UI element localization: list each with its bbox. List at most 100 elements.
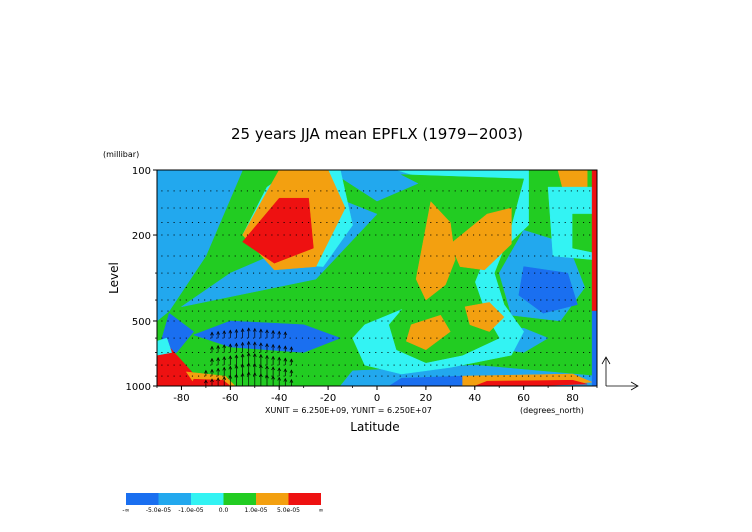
y-tick-label: 200 [132,231,151,242]
contour-region-29 [157,337,172,356]
grid-dot [576,287,578,288]
grid-dot [198,320,200,322]
grid-dot [295,310,297,312]
grid-dot [246,375,248,377]
grid-dot [253,234,255,236]
grid-dot [418,255,420,257]
grid-dot [338,352,340,353]
grid-dot [564,272,566,274]
grid-dot [491,337,493,339]
grid-dot [338,207,340,209]
grid-dot [479,299,481,301]
grid-dot [491,299,493,301]
grid-dot [583,222,585,223]
grid-dot [283,234,285,236]
grid-dot [411,190,413,192]
grid-dot [265,234,267,236]
grid-dot [277,375,279,377]
flux-arrow-head [252,341,257,346]
grid-dot [216,299,218,301]
grid-dot [320,320,322,322]
grid-dot [583,364,585,366]
grid-dot [332,320,334,322]
y-tick-label: 100 [132,166,151,177]
grid-dot [393,190,395,192]
grid-dot [265,287,267,288]
grid-dot [485,352,487,353]
grid-dot [320,310,322,312]
grid-dot [509,272,511,274]
flux-arrow-head [222,356,227,361]
colorbar-swatch [126,493,159,505]
grid-dot [473,364,475,366]
grid-dot [191,207,193,209]
grid-dot [552,222,554,223]
grid-dot [405,190,407,192]
grid-dot [491,375,493,377]
flux-arrow-head [283,345,288,350]
grid-dot [161,364,163,366]
grid-dot [424,352,426,353]
grid-dot [283,222,285,223]
grid-dot [509,234,511,236]
grid-dot [301,310,303,312]
grid-dot [558,190,560,192]
grid-dot [301,255,303,257]
grid-dot [246,310,248,312]
grid-dot [295,234,297,236]
grid-dot [344,352,346,353]
grid-dot [515,255,517,257]
grid-dot [534,310,536,312]
grid-dot [411,364,413,366]
grid-dot [436,352,438,353]
grid-dot [167,207,169,209]
grid-dot [326,310,328,312]
grid-dot [198,190,200,192]
grid-dot [381,310,383,312]
flux-arrow-head [289,369,294,374]
grid-dot [552,310,554,312]
grid-dot [271,222,273,223]
grid-dot [191,337,193,339]
grid-dot [497,310,499,312]
grid-dot [289,234,291,236]
contour-region-1 [157,170,243,322]
grid-dot [204,375,206,377]
grid-dot [167,234,169,236]
grid-dot [411,375,413,377]
grid-dot [363,207,365,209]
grid-dot [375,272,377,274]
grid-dot [411,352,413,353]
grid-dot [216,222,218,223]
grid-dot [564,222,566,223]
grid-dot [356,287,358,288]
contour-region-24 [591,170,597,312]
grid-dot [173,352,175,353]
grid-dot [546,320,548,322]
grid-dot [356,364,358,366]
grid-dot [442,337,444,339]
grid-dot [185,287,187,288]
grid-dot [479,375,481,377]
grid-dot [570,310,572,312]
grid-dot [253,320,255,322]
grid-dot [534,337,536,339]
grid-dot [356,272,358,274]
contour-region-21 [572,213,593,253]
grid-dot [222,234,224,236]
grid-dot [430,310,432,312]
y-units-label: (millibar) [103,150,139,159]
grid-dot [552,234,554,236]
grid-dot [589,272,591,274]
grid-dot [356,375,358,377]
grid-dot [326,320,328,322]
grid-dot [216,207,218,209]
grid-dot [436,222,438,223]
grid-dot [387,222,389,223]
x-tick-label: -80 [173,393,189,404]
grid-dot [399,352,401,353]
flux-arrow-head [277,330,282,335]
grid-dot [179,375,181,377]
grid-dot [167,287,169,288]
grid-dot [479,352,481,353]
